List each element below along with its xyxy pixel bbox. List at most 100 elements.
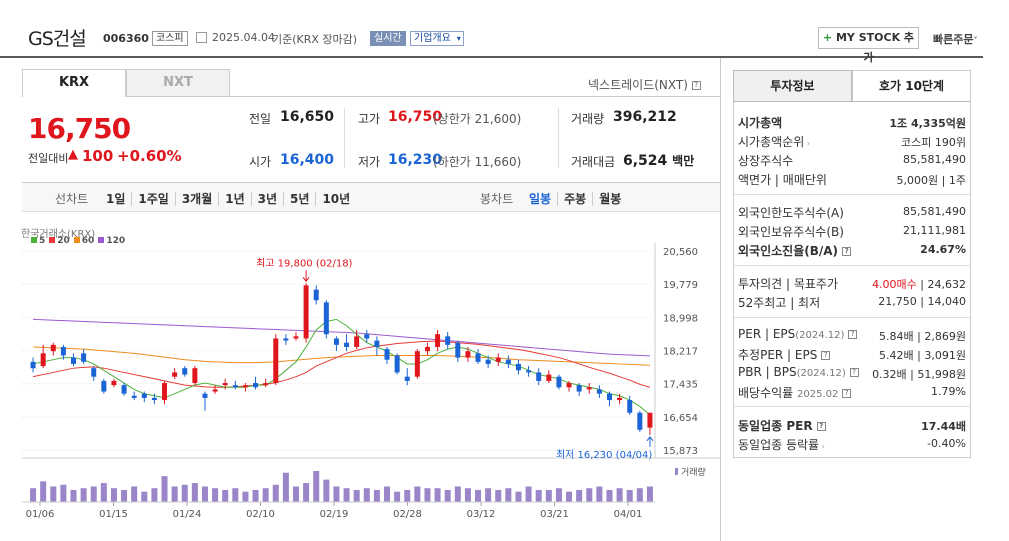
- my-stock-add-label: MY STOCK 추가: [835, 31, 915, 64]
- candle-period-tabs: 일봉 주봉 월봉: [523, 190, 628, 207]
- ind-per-label: 동일업종 PER ?: [738, 417, 826, 434]
- candle-body: [576, 385, 582, 392]
- foreign-hold-value: 21,111,981: [903, 224, 966, 237]
- low-value: 16,230: [388, 152, 443, 168]
- x-tick-label: 03/12: [467, 509, 496, 520]
- period-tab[interactable]: 1주일: [131, 192, 175, 206]
- candle-body: [455, 342, 461, 358]
- quick-order-link[interactable]: 빠른주문˅: [933, 31, 977, 47]
- volume-bar: [515, 491, 522, 502]
- volume-bar: [475, 489, 482, 502]
- help-icon[interactable]: ?: [842, 247, 852, 256]
- x-tick-label: 02/10: [246, 509, 275, 520]
- candle-period-tab[interactable]: 월봉: [592, 192, 628, 206]
- candle-body: [91, 368, 97, 377]
- y-tick-label: 20,560: [663, 247, 698, 258]
- help-icon[interactable]: ?: [816, 422, 826, 431]
- nxt-link[interactable]: 넥스트레이드(NXT) ?: [588, 76, 701, 93]
- high-annotation: 최고 19,800 (02/18): [256, 257, 352, 269]
- chevron-right-icon: ›: [804, 139, 810, 148]
- pbr-cell: 0.32배 | 51,998원: [872, 368, 966, 381]
- candle-body: [475, 353, 481, 362]
- ma20-line: [32, 340, 651, 388]
- week52-cell: 21,750 | 14,040: [878, 295, 967, 308]
- candle-body: [81, 353, 87, 362]
- candle-body: [505, 359, 511, 364]
- help-icon[interactable]: ?: [821, 351, 831, 360]
- volume-bar: [151, 488, 158, 502]
- foreign-ratio-value: 24.67%: [920, 243, 966, 256]
- help-icon[interactable]: ?: [848, 330, 858, 339]
- candle-body: [344, 342, 350, 347]
- candle-body: [404, 376, 410, 381]
- opinion-cell: 4.00매수 | 24,632: [872, 278, 966, 291]
- help-icon[interactable]: ?: [842, 389, 852, 398]
- candle-body: [485, 359, 491, 364]
- week52-low: 14,040: [927, 295, 967, 308]
- my-stock-add-button[interactable]: + MY STOCK 추가: [818, 27, 919, 64]
- ma5-line: [32, 318, 651, 416]
- stock-code: 006360: [103, 32, 149, 45]
- period-tab[interactable]: 10년: [315, 192, 357, 206]
- candle-body: [546, 374, 552, 381]
- tab-invest-info[interactable]: 투자정보: [733, 70, 852, 102]
- low-annotation: 최저 16,230 (04/04): [556, 449, 652, 461]
- candle-body: [323, 302, 329, 335]
- y-tick-label: 19,779: [663, 280, 698, 291]
- ma-legend: 5 20 60 120: [27, 236, 125, 246]
- volume-bar: [292, 486, 299, 502]
- legend-label: 120: [106, 236, 126, 246]
- volume-bar: [212, 488, 219, 502]
- legend-swatch: [73, 237, 80, 243]
- candle-chart-button[interactable]: 봉차트: [480, 192, 514, 206]
- candle-body: [131, 395, 137, 398]
- divider: [734, 194, 970, 195]
- period-tab[interactable]: 3개월: [174, 192, 219, 206]
- candle-body: [566, 383, 572, 388]
- candle-body: [273, 338, 279, 384]
- div-sub: 2025.02: [797, 389, 839, 400]
- candle-body: [515, 363, 521, 371]
- help-icon[interactable]: ?: [849, 368, 859, 377]
- tab-quote-10[interactable]: 호가 10단계: [852, 70, 971, 102]
- volume-bar: [384, 486, 391, 502]
- volume-bar: [454, 486, 461, 502]
- candle-body: [30, 361, 36, 369]
- quote-divider: [558, 108, 559, 168]
- est-per-cell: 5.42배 | 3,091원: [879, 349, 966, 362]
- x-tick-label: 03/21: [540, 509, 569, 520]
- ind-rate-label[interactable]: 동일업종 등락률 ›: [738, 436, 825, 453]
- foreign-limit-label: 외국인한도주식수(A): [738, 206, 844, 220]
- realtime-badge[interactable]: 실시간: [370, 31, 406, 46]
- candle-period-tab[interactable]: 주봉: [557, 192, 593, 206]
- amount-label: 거래대금: [571, 155, 616, 169]
- volume-bar: [252, 489, 259, 502]
- candle-body: [384, 349, 390, 360]
- pbr-sub: (2024.12): [796, 368, 846, 379]
- period-tab[interactable]: 1일: [106, 192, 126, 206]
- volume-bar: [232, 488, 239, 502]
- div-label: 배당수익률 2025.02 ?: [738, 384, 852, 401]
- period-tab[interactable]: 3년: [250, 192, 284, 206]
- per-cell: 5.84배 | 2,869원: [879, 330, 966, 343]
- cap-rank-label[interactable]: 시가총액순위 ›: [738, 133, 810, 150]
- tab-krx[interactable]: KRX: [22, 69, 126, 97]
- high-value: 16,750: [388, 109, 443, 125]
- change-value: 100: [82, 147, 114, 165]
- volume-bar: [485, 488, 492, 502]
- candle-period-tab[interactable]: 일봉: [529, 192, 552, 206]
- period-tab[interactable]: 5년: [283, 192, 316, 206]
- upper-limit: (상한가 21,600): [433, 112, 522, 126]
- candle-body: [283, 338, 289, 341]
- stock-chart[interactable]: 20,560 19,779 18,998 18,217 17,435 16,654 15,8…: [0, 240, 720, 540]
- trade-unit: 1주: [948, 174, 966, 187]
- line-chart-button[interactable]: 선차트: [55, 192, 89, 206]
- candle-body: [606, 393, 612, 401]
- y-tick-label: 18,998: [663, 313, 698, 324]
- open-label: 시가: [249, 155, 272, 169]
- company-overview-button[interactable]: 기업개요 ▾: [410, 31, 464, 46]
- period-tab[interactable]: 1년: [218, 192, 251, 206]
- tab-nxt[interactable]: NXT: [126, 69, 230, 97]
- amount-unit: 백만: [672, 154, 695, 168]
- volume-bar: [636, 488, 643, 502]
